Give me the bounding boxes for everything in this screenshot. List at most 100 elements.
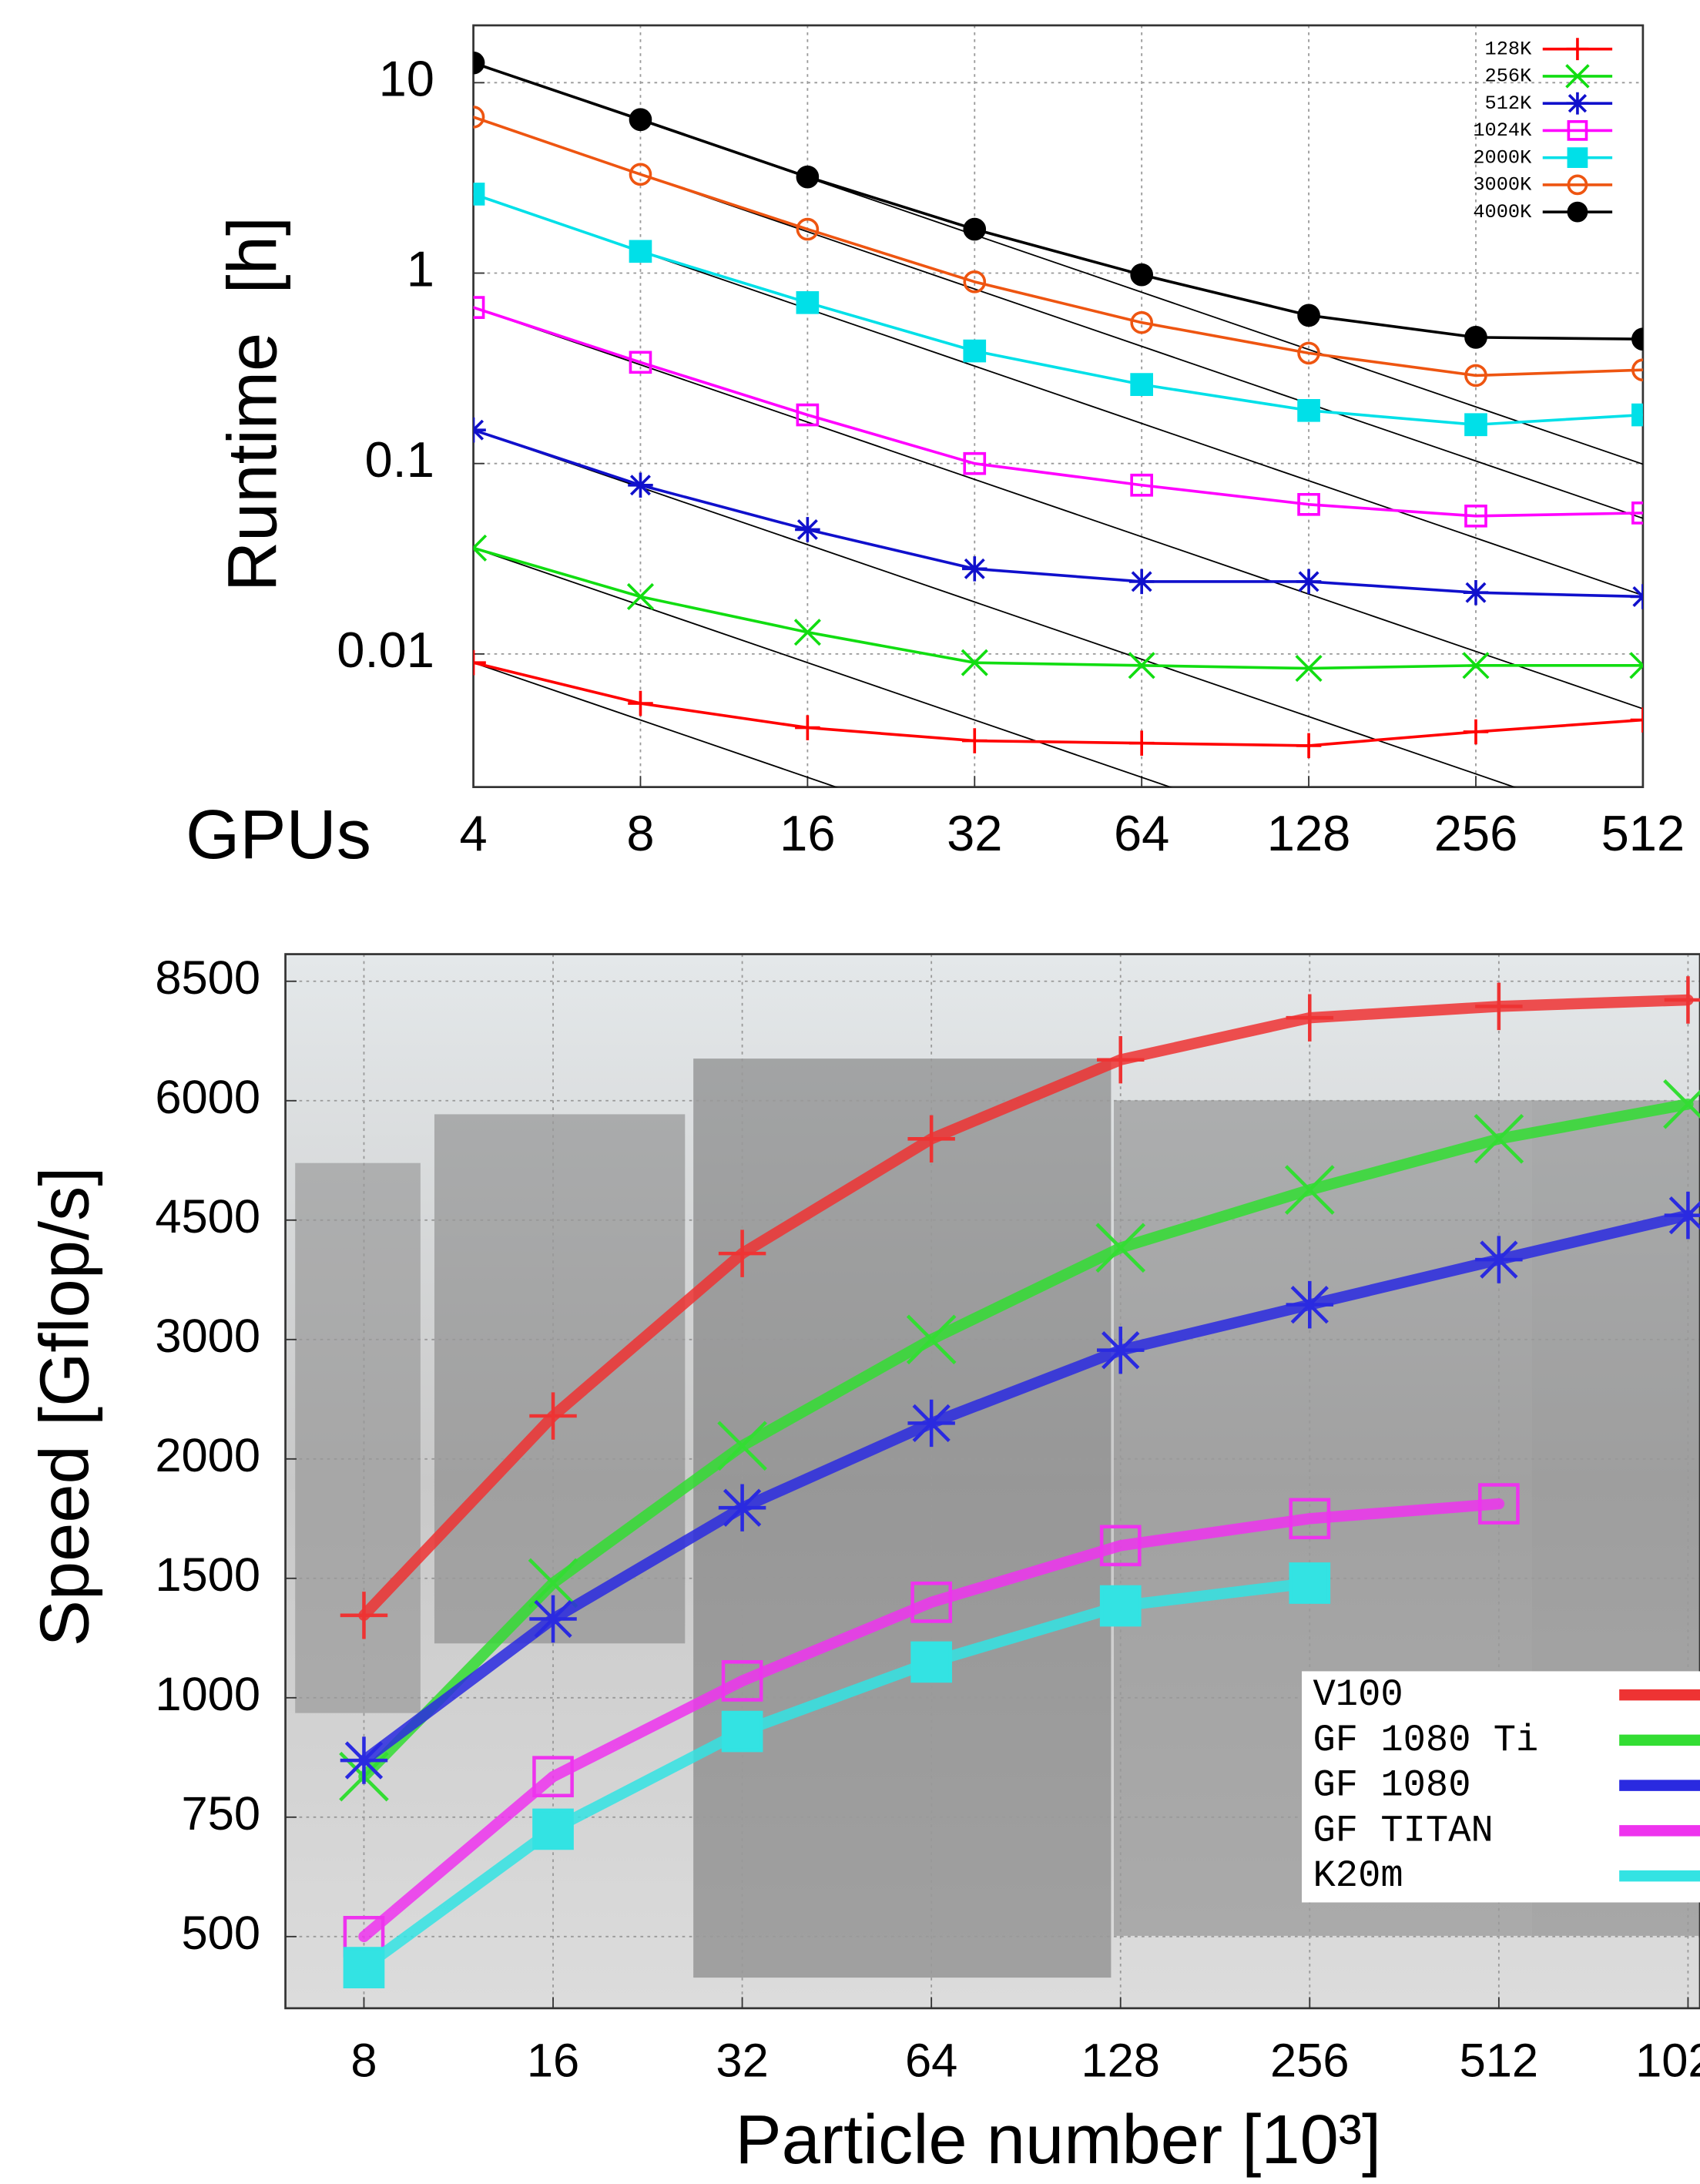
- series-line: [358, 1498, 1505, 1943]
- x-tick-label: 32: [947, 805, 1002, 861]
- legend-label: 512K: [1485, 92, 1533, 115]
- x-tick-label: 16: [780, 805, 835, 861]
- marker: [1297, 398, 1320, 422]
- legend-label: 128K: [1485, 38, 1533, 60]
- marker: [1130, 263, 1154, 287]
- ideal-scaling-line: [473, 662, 839, 787]
- series-line: [358, 1577, 1316, 1974]
- marker: [721, 1660, 763, 1702]
- marker: [1128, 730, 1155, 756]
- marker: [1631, 502, 1643, 525]
- series-line: [473, 306, 1643, 518]
- marker: [473, 106, 485, 129]
- x-axis-title: GPUs: [186, 796, 371, 874]
- marker: [795, 715, 820, 740]
- marker: [1464, 505, 1487, 528]
- marker: [907, 1115, 955, 1163]
- x-tick-label: 32: [716, 2034, 768, 2087]
- marker: [796, 290, 820, 314]
- marker: [962, 728, 987, 753]
- marker: [796, 403, 820, 427]
- legend-marker: [1565, 64, 1590, 89]
- y-tick-label: 500: [181, 1907, 260, 1960]
- marker: [629, 108, 652, 132]
- marker: [1128, 569, 1155, 595]
- y-tick-label: 750: [181, 1787, 260, 1840]
- legend-marker: [1567, 120, 1588, 141]
- marker: [1296, 733, 1322, 759]
- marker: [1474, 1113, 1524, 1164]
- marker: [1286, 994, 1334, 1042]
- x-axis-title: Particle number [10³]: [735, 2101, 1381, 2179]
- marker: [473, 417, 486, 443]
- x-tick-label: 8: [626, 805, 654, 861]
- x-tick-label: 16: [527, 2034, 579, 2087]
- series-line: [473, 61, 1643, 341]
- legend-marker: [1566, 92, 1589, 115]
- y-tick-label: 1: [407, 241, 434, 297]
- marker: [473, 51, 485, 75]
- marker: [907, 1399, 955, 1448]
- x-tick-label: 8: [350, 2034, 377, 2087]
- marker: [1629, 652, 1643, 679]
- marker: [796, 165, 820, 189]
- marker: [906, 1314, 957, 1365]
- marker: [1130, 373, 1154, 396]
- marker: [473, 296, 485, 319]
- marker: [1631, 327, 1643, 351]
- ideal-scaling-line: [473, 193, 1643, 596]
- marker: [795, 517, 820, 542]
- series-line: [473, 193, 1643, 427]
- marker: [1630, 584, 1643, 609]
- ideal-scaling-line: [473, 429, 1517, 787]
- marker: [1297, 341, 1320, 365]
- x-tick-label: 1024: [1635, 2034, 1700, 2087]
- ideal-scaling-line: [473, 307, 1643, 710]
- legend-marker: [1567, 147, 1588, 169]
- marker: [1289, 1562, 1331, 1604]
- legend-marker: [1567, 174, 1588, 196]
- marker: [718, 1484, 766, 1531]
- marker: [1130, 473, 1154, 497]
- legend-marker: [1566, 38, 1589, 61]
- legend-label: 1024K: [1473, 119, 1532, 142]
- marker: [1286, 1280, 1334, 1329]
- marker: [963, 339, 987, 363]
- marker: [796, 217, 820, 241]
- marker: [1631, 403, 1643, 427]
- legend-label: 3000K: [1473, 174, 1532, 196]
- marker: [628, 690, 653, 716]
- marker: [340, 1736, 388, 1784]
- y-tick-label: 0.1: [364, 431, 434, 488]
- legend: 128K 256K 512K 1024K 2000K 3000K 4000K: [1473, 38, 1613, 223]
- x-tick-label: 128: [1081, 2034, 1160, 2087]
- y-tick-label: 3000: [155, 1310, 260, 1363]
- marker: [1130, 310, 1154, 334]
- series-line: [358, 1209, 1694, 1766]
- marker: [1475, 1236, 1523, 1283]
- y-tick-label: 1500: [155, 1548, 260, 1602]
- marker: [910, 1582, 953, 1623]
- series-line: [473, 116, 1643, 377]
- legend-label: K20m: [1313, 1854, 1403, 1897]
- marker: [532, 1808, 574, 1850]
- marker: [1464, 364, 1487, 387]
- marker: [961, 649, 988, 676]
- plot: [473, 51, 1643, 787]
- marker: [1475, 982, 1523, 1031]
- x-tick-label: 512: [1601, 805, 1685, 861]
- legend-label: 2000K: [1473, 146, 1532, 169]
- marker: [1664, 1191, 1700, 1240]
- ideal-scaling-line: [473, 547, 1172, 787]
- marker: [528, 1558, 578, 1609]
- marker: [1097, 1326, 1145, 1374]
- marker: [1664, 976, 1700, 1024]
- y-tick-label: 1000: [155, 1668, 260, 1721]
- legend-label: GF 1080: [1313, 1764, 1471, 1807]
- y-tick-label: 6000: [155, 1071, 260, 1124]
- y-tick-label: 4500: [155, 1190, 260, 1243]
- y-tick-label: 8500: [155, 951, 260, 1005]
- marker: [1284, 1165, 1335, 1215]
- marker: [1464, 413, 1487, 437]
